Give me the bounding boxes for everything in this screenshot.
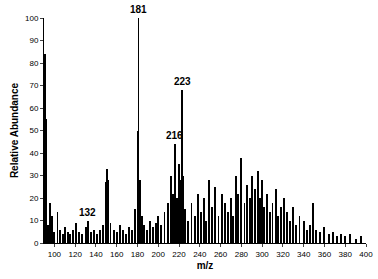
svg-text:200: 200 <box>152 250 166 259</box>
svg-text:220: 220 <box>172 250 186 259</box>
svg-text:380: 380 <box>339 250 353 259</box>
svg-text:120: 120 <box>68 250 82 259</box>
svg-text:223: 223 <box>174 76 191 87</box>
svg-text:260: 260 <box>214 250 228 259</box>
svg-text:100: 100 <box>48 250 62 259</box>
svg-text:360: 360 <box>318 250 332 259</box>
svg-text:300: 300 <box>255 250 269 259</box>
svg-text:Relative Abundance: Relative Abundance <box>9 82 20 178</box>
svg-text:340: 340 <box>297 250 311 259</box>
svg-text:90: 90 <box>29 36 38 45</box>
svg-text:70: 70 <box>29 81 38 90</box>
svg-text:30: 30 <box>29 171 38 180</box>
svg-text:20: 20 <box>29 194 38 203</box>
svg-text:240: 240 <box>193 250 207 259</box>
svg-text:216: 216 <box>166 130 183 141</box>
svg-text:10: 10 <box>29 216 38 225</box>
svg-text:80: 80 <box>29 59 38 68</box>
svg-text:50: 50 <box>29 126 38 135</box>
svg-text:400: 400 <box>359 250 373 259</box>
svg-text:160: 160 <box>110 250 124 259</box>
svg-text:181: 181 <box>130 4 147 15</box>
svg-text:180: 180 <box>131 250 145 259</box>
svg-text:100: 100 <box>25 14 39 23</box>
svg-text:m/z: m/z <box>197 260 214 271</box>
svg-text:0: 0 <box>34 239 39 248</box>
svg-text:40: 40 <box>29 149 38 158</box>
svg-text:60: 60 <box>29 104 38 113</box>
svg-text:280: 280 <box>235 250 249 259</box>
svg-text:140: 140 <box>89 250 103 259</box>
svg-text:132: 132 <box>79 207 96 218</box>
svg-text:320: 320 <box>276 250 290 259</box>
